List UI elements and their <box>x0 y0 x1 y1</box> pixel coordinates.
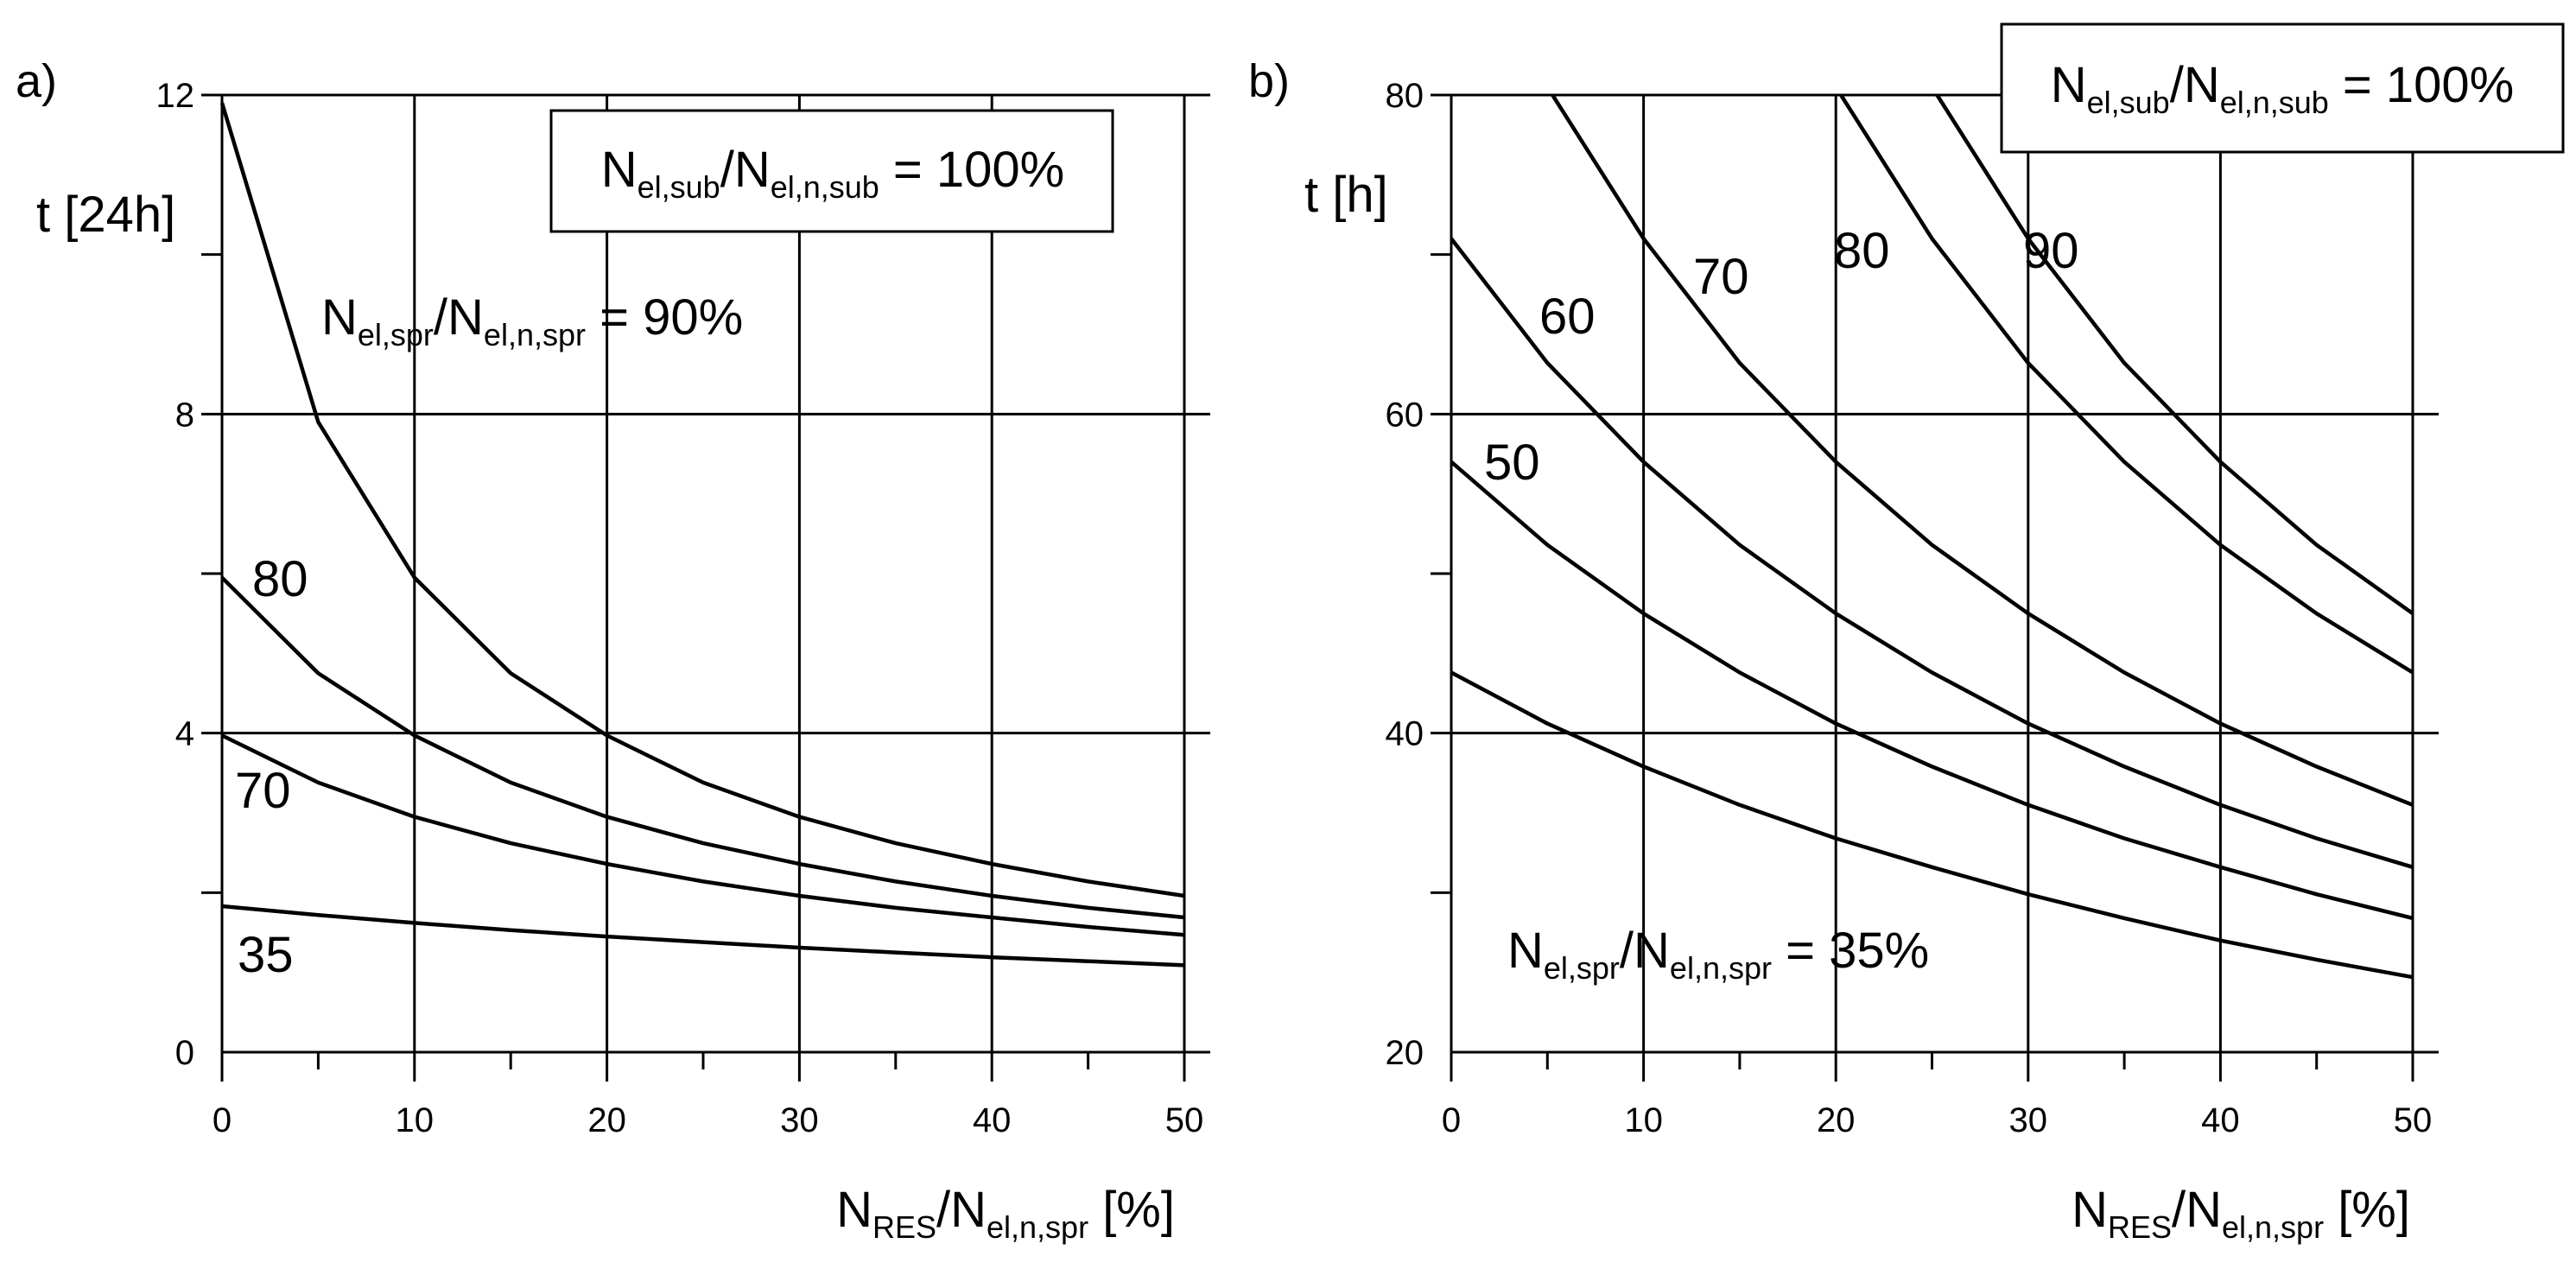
x-tick-label: 50 <box>1165 1101 1204 1139</box>
y-tick-label: 4 <box>175 715 194 753</box>
series-annotation: Nel,spr/Nel,n,spr = 90% <box>321 289 743 352</box>
y-tick-label: 80 <box>1386 77 1424 115</box>
x-tick-label: 40 <box>973 1101 1012 1139</box>
x-tick-label: 30 <box>780 1101 819 1139</box>
series-line-90pct <box>219 102 1185 898</box>
y-axis-title: t [h] <box>1304 167 1388 223</box>
series-label-60: 60 <box>1539 289 1596 345</box>
series-label-80: 80 <box>1834 223 1890 279</box>
series-line-35pct <box>1450 670 2414 980</box>
y-axis-title: t [24h] <box>36 187 175 243</box>
y-tick-label: 20 <box>1386 1034 1424 1072</box>
x-tick-label: 20 <box>587 1101 626 1139</box>
x-tick-label: 10 <box>396 1101 435 1139</box>
series-label-70: 70 <box>235 763 291 819</box>
series-line-80 <box>220 576 1185 920</box>
series-line-80 <box>1839 93 2414 675</box>
y-tick-label: 40 <box>1386 715 1424 753</box>
x-tick-label: 50 <box>2394 1101 2433 1139</box>
annotation-box <box>2000 22 2565 154</box>
series-line-90 <box>1935 93 2414 616</box>
y-tick-label: 0 <box>175 1034 194 1072</box>
series-line-60 <box>1450 237 2414 869</box>
x-tick-label: 20 <box>1817 1101 1856 1139</box>
annotation-box <box>549 109 1114 233</box>
panel-label: b) <box>1248 55 1290 107</box>
x-tick-label: 0 <box>213 1101 232 1139</box>
series-line-35 <box>221 904 1185 968</box>
series-label-35: 35 <box>238 927 294 983</box>
x-tick-label: 10 <box>1624 1101 1663 1139</box>
annotation-box-text: Nel,sub/Nel,n,sub = 100% <box>601 142 1065 205</box>
series-label-80: 80 <box>252 551 308 607</box>
series-line-50 <box>1450 460 2414 921</box>
x-tick-label: 0 <box>1442 1101 1461 1139</box>
x-axis-title: NRES/Nel,n,spr [%] <box>2072 1182 2410 1245</box>
x-axis-title: NRES/Nel,n,spr [%] <box>836 1182 1175 1245</box>
series-label-70: 70 <box>1693 249 1749 305</box>
chart-panel-a: 0 10 20 30 40 50 0 4 8 12 a) t [24h] NRES/Nel,n,spr … <box>16 55 1210 1245</box>
y-tick-label: 60 <box>1386 396 1424 434</box>
y-tick-label: 8 <box>175 396 194 434</box>
chart-panel-b: 0 10 20 30 40 50 20 40 60 80 b) t [h] NRES/Nel,n,spr… <box>1248 22 2565 1245</box>
series-line-70 <box>1551 93 2414 807</box>
annotation-box-text: Nel,sub/Nel,n,sub = 100% <box>2051 57 2515 120</box>
series-line-70 <box>221 733 1185 937</box>
x-tick-label: 30 <box>2009 1101 2048 1139</box>
series-annotation: Nel,spr/Nel,n,spr = 35% <box>1507 923 1929 986</box>
series-label-90: 90 <box>2023 223 2079 279</box>
y-tick-label: 12 <box>156 77 195 115</box>
x-tick-label: 40 <box>2201 1101 2240 1139</box>
series-label-50: 50 <box>1484 435 1540 491</box>
panel-label: a) <box>16 55 57 107</box>
